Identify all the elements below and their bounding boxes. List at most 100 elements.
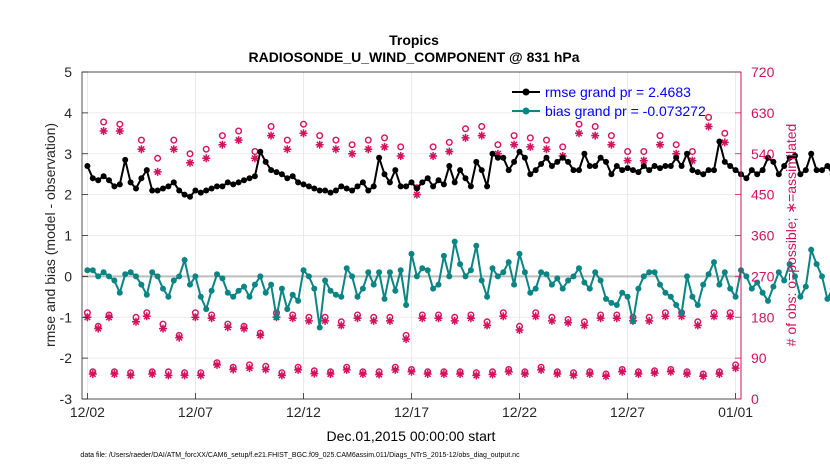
bias-point: [662, 289, 669, 296]
rmse-point: [397, 183, 404, 190]
rmse-point: [786, 154, 793, 161]
obs-assimilated-marker: [677, 312, 686, 321]
obs-assimilated-marker: [515, 326, 524, 334]
obs-assimilated-marker: [526, 142, 535, 151]
bias-point: [819, 273, 825, 280]
rmse-point: [246, 175, 253, 182]
bias-point: [500, 269, 507, 276]
bias-point: [446, 273, 453, 280]
obs-assimilated-marker: [423, 370, 432, 378]
obs-possible-marker: [688, 147, 696, 155]
obs-assimilated-marker: [94, 324, 103, 333]
rmse-point: [138, 175, 145, 182]
y-tick-label: 4: [64, 105, 72, 121]
rmse-point: [824, 163, 830, 169]
x-tick-label: 12/02: [70, 404, 105, 420]
chart-subtitle: RADIOSONDE_U_WIND_COMPONENT @ 831 hPa: [248, 49, 579, 65]
obs-assimilated-marker: [456, 370, 465, 378]
bias-point: [170, 277, 177, 284]
bias-point: [651, 269, 658, 276]
obs-possible-marker: [624, 147, 632, 155]
rmse-point: [257, 148, 264, 155]
bias-point: [608, 299, 615, 306]
bias-point: [554, 275, 561, 282]
bias-point: [694, 302, 701, 308]
obs-assimilated-marker: [153, 167, 162, 176]
obs-assimilated-marker: [591, 131, 600, 140]
bias-point: [765, 297, 771, 304]
x-tick-label: 01/01: [718, 404, 753, 420]
obs-assimilated-marker: [493, 149, 502, 158]
obs-possible-marker: [170, 136, 178, 144]
obs-assimilated-marker: [672, 149, 681, 158]
rmse-point: [278, 171, 285, 178]
rmse-point: [819, 167, 825, 174]
bias-point: [516, 250, 523, 257]
obs-assimilated-marker: [261, 365, 270, 374]
bias-point: [484, 293, 491, 300]
obs-assimilated-marker: [504, 367, 513, 376]
y-tick-label: -1: [60, 309, 73, 325]
obs-possible-marker: [316, 132, 324, 140]
bias-point: [581, 279, 588, 286]
bias-point: [370, 281, 377, 288]
obs-possible-marker: [526, 134, 534, 142]
rmse-point: [748, 167, 755, 174]
rmse-point: [332, 187, 339, 194]
rmse-point: [694, 169, 701, 176]
obs-possible-marker: [462, 125, 470, 133]
bias-point: [689, 293, 696, 300]
obs-assimilated-marker: [547, 316, 556, 325]
bias-point: [235, 287, 242, 294]
bias-point: [338, 293, 345, 300]
rmse-point: [413, 185, 420, 192]
y-tick-label: 3: [64, 146, 72, 162]
rmse-point: [462, 175, 469, 182]
obs-possible-marker: [672, 141, 680, 149]
bias-point: [770, 283, 777, 290]
rmse-point: [743, 175, 750, 182]
rmse-point: [262, 158, 269, 165]
rmse-point: [802, 167, 809, 174]
obs-assimilated-marker: [283, 145, 292, 154]
y2-tick-label: 0: [751, 391, 759, 407]
bias-point: [678, 310, 685, 317]
bias-point: [343, 265, 350, 272]
obs-possible-marker: [640, 147, 648, 155]
bias-point: [289, 291, 296, 298]
rmse-point: [127, 179, 134, 186]
bias-point: [802, 283, 809, 290]
bias-point: [603, 295, 609, 302]
rmse-point: [181, 191, 188, 198]
bias-point: [775, 269, 782, 276]
bias-point: [440, 252, 447, 259]
bias-point: [386, 269, 393, 276]
obs-assimilated-marker: [564, 318, 573, 327]
y-tick-label: 0: [64, 268, 72, 284]
bias-point: [305, 273, 312, 280]
rmse-point: [581, 150, 588, 157]
obs-assimilated-marker: [364, 145, 373, 154]
obs-assimilated-marker: [213, 360, 221, 369]
obs-assimilated-marker: [202, 154, 211, 163]
x-tick-label: 12/12: [286, 404, 321, 420]
obs-possible-marker: [543, 136, 551, 144]
bias-point: [224, 289, 231, 296]
obs-assimilated-marker: [348, 149, 357, 158]
y2-tick-label: 540: [751, 146, 775, 162]
bias-point: [300, 267, 307, 274]
rmse-point: [311, 185, 318, 192]
rmse-point: [133, 185, 139, 192]
rmse-point: [538, 161, 545, 167]
obs-assimilated-marker: [537, 365, 546, 374]
y2-tick-label: 450: [751, 187, 775, 203]
obs-possible-marker: [137, 136, 145, 144]
obs-assimilated-marker: [180, 371, 189, 380]
obs-assimilated-marker: [429, 152, 438, 160]
bias-point: [743, 273, 750, 280]
bias-point: [154, 273, 161, 280]
y-tick-label: 2: [64, 187, 72, 203]
bias-point: [684, 273, 690, 280]
obs-assimilated-marker: [683, 370, 691, 378]
rmse-point: [624, 165, 631, 172]
